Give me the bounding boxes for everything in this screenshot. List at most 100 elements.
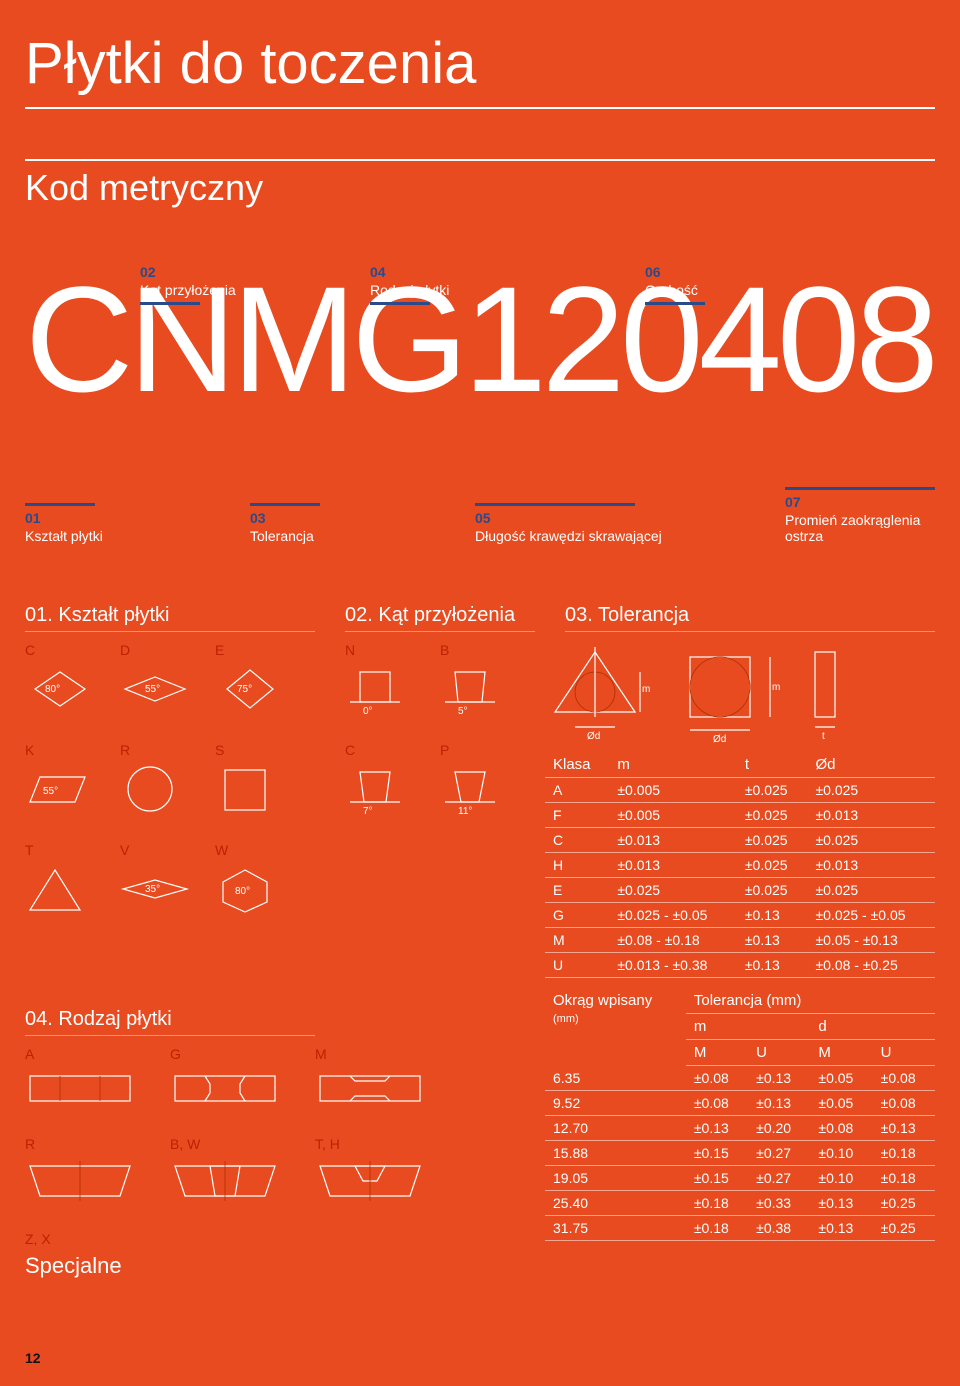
shape-label: E — [215, 642, 295, 658]
label-text: Kąt przyłożenia — [140, 282, 236, 298]
svg-text:55°: 55° — [43, 786, 58, 797]
table-cell: ±0.025 — [737, 853, 808, 878]
clearance-11-icon: 11° — [440, 762, 510, 817]
table-row: G±0.025 - ±0.05±0.13±0.025 - ±0.05 — [545, 903, 935, 928]
table-cell: ±0.025 — [807, 828, 935, 853]
square-icon — [215, 762, 285, 817]
table-cell: ±0.025 — [737, 803, 808, 828]
clearance-7-icon: 7° — [345, 762, 415, 817]
table-cell: ±0.025 — [737, 778, 808, 803]
table-cell: ±0.08 — [686, 1091, 748, 1116]
klasa-table: KlasamtØd A±0.005±0.025±0.025F±0.005±0.0… — [545, 752, 935, 978]
svg-text:75°: 75° — [237, 684, 252, 695]
shape-label: A — [25, 1046, 155, 1062]
divider — [25, 159, 935, 161]
table-header: m — [609, 752, 737, 778]
table-cell: ±0.25 — [873, 1191, 935, 1216]
table-row: H±0.013±0.025±0.013 — [545, 853, 935, 878]
sec-01-title: 01. Kształt płytki — [25, 604, 315, 632]
table-cell: ±0.005 — [609, 803, 737, 828]
label-num: 05 — [475, 510, 662, 526]
table-cell: ±0.20 — [748, 1116, 810, 1141]
table-cell: ±0.08 - ±0.25 — [807, 953, 935, 978]
table-cell: ±0.05 — [810, 1091, 872, 1116]
table-header: M — [686, 1040, 748, 1066]
table-header: m — [686, 1014, 811, 1040]
shape-label: W — [215, 842, 295, 858]
shape-label: N — [345, 642, 425, 658]
insert-type-g-icon — [170, 1066, 280, 1111]
table-cell: ±0.13 — [810, 1191, 872, 1216]
table-cell: ±0.13 — [748, 1066, 810, 1091]
svg-text:m: m — [772, 682, 780, 693]
label-num: 01 — [25, 510, 103, 526]
table-cell: ±0.08 — [686, 1066, 748, 1091]
label-num: 04 — [370, 264, 449, 280]
insert-type-m-icon — [315, 1066, 425, 1111]
table-cell: ±0.013 — [807, 803, 935, 828]
table-row: U±0.013 - ±0.38±0.13±0.08 - ±0.25 — [545, 953, 935, 978]
shape-label: D — [120, 642, 200, 658]
table-row: M±0.08 - ±0.18±0.13±0.05 - ±0.13 — [545, 928, 935, 953]
table-cell: ±0.27 — [748, 1166, 810, 1191]
table-cell: ±0.38 — [748, 1216, 810, 1241]
shape-label: M — [315, 1046, 445, 1062]
table-row: 25.40±0.18±0.33±0.13±0.25 — [545, 1191, 935, 1216]
table-cell: ±0.08 — [873, 1066, 935, 1091]
shape-label: R — [120, 742, 200, 758]
table-header: d — [810, 1014, 935, 1040]
specjalne-label: Specjalne — [25, 1253, 545, 1279]
label-text: Tolerancja — [250, 528, 320, 544]
shape-label: V — [120, 842, 200, 858]
tolerancja-header: Tolerancja (mm) — [686, 988, 935, 1014]
table-cell: ±0.13 — [873, 1116, 935, 1141]
table-cell: ±0.13 — [737, 903, 808, 928]
table-cell: A — [545, 778, 609, 803]
trigon-80-icon: 80° — [215, 862, 285, 917]
insert-type-r-icon — [25, 1156, 135, 1206]
shape-label: P — [440, 742, 520, 758]
table-cell: ±0.013 - ±0.38 — [609, 953, 737, 978]
table-cell: ±0.08 - ±0.18 — [609, 928, 737, 953]
table-row: C±0.013±0.025±0.025 — [545, 828, 935, 853]
table-cell: ±0.13 — [810, 1216, 872, 1241]
table-cell: 25.40 — [545, 1191, 686, 1216]
table-cell: ±0.18 — [873, 1141, 935, 1166]
table-row: 19.05±0.15±0.27±0.10±0.18 — [545, 1166, 935, 1191]
table-row: 6.35±0.08±0.13±0.05±0.08 — [545, 1066, 935, 1091]
table-cell: ±0.013 — [609, 853, 737, 878]
shape-label: R — [25, 1136, 155, 1152]
svg-text:Ød: Ød — [713, 734, 726, 745]
table-cell: ±0.025 - ±0.05 — [609, 903, 737, 928]
table-cell: G — [545, 903, 609, 928]
tolerance-square-icon: m Ød — [675, 642, 775, 732]
table-cell: F — [545, 803, 609, 828]
shape-label: K — [25, 742, 105, 758]
svg-text:55°: 55° — [145, 684, 160, 695]
table-header: U — [748, 1040, 810, 1066]
table-cell: ±0.33 — [748, 1191, 810, 1216]
shape-label: G — [170, 1046, 300, 1062]
table-cell: ±0.10 — [810, 1166, 872, 1191]
table-header: U — [873, 1040, 935, 1066]
shape-label: C — [345, 742, 425, 758]
table-cell: ±0.13 — [686, 1116, 748, 1141]
rhombus-35-icon: 35° — [120, 862, 190, 917]
code-breakdown: 02 Kąt przyłożenia 04 Rodzaj płytki 06 G… — [25, 264, 935, 544]
shape-label: C — [25, 642, 105, 658]
table-cell: 12.70 — [545, 1116, 686, 1141]
svg-text:0°: 0° — [363, 706, 373, 717]
shape-label: B, W — [170, 1136, 300, 1152]
tolerance-thickness-icon: t — [805, 642, 855, 732]
table-header: M — [810, 1040, 872, 1066]
svg-text:80°: 80° — [45, 684, 60, 695]
tolerance-triangle-icon: m Ød — [545, 642, 645, 732]
okrag-label: Okrąg wpisany — [553, 992, 652, 1009]
insert-type-a-icon — [25, 1066, 135, 1111]
svg-text:35°: 35° — [145, 884, 160, 895]
svg-text:Ød: Ød — [587, 731, 600, 742]
table-cell: M — [545, 928, 609, 953]
table-cell: ±0.05 — [810, 1066, 872, 1091]
table-cell: ±0.25 — [873, 1216, 935, 1241]
circle-icon — [120, 762, 190, 817]
